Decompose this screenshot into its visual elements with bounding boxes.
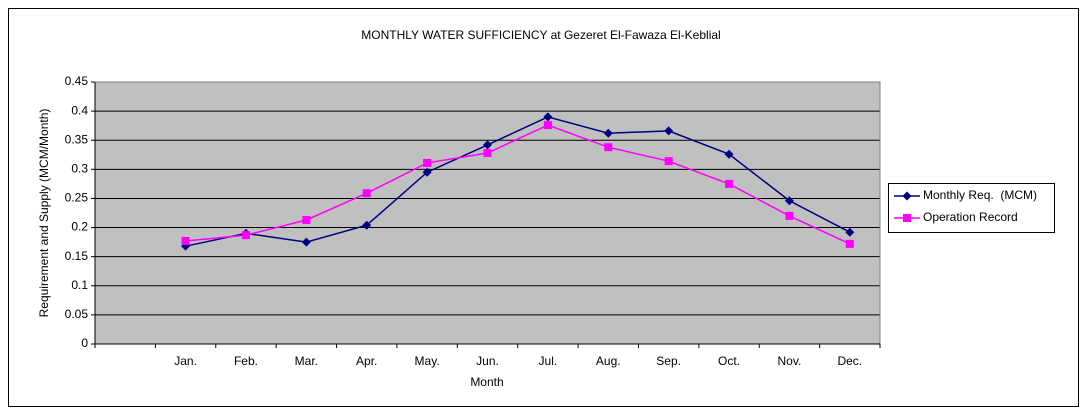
marker xyxy=(604,143,613,152)
y-tick-label: 0.45 xyxy=(65,74,89,88)
y-tick-label: 0.15 xyxy=(65,249,89,263)
marker xyxy=(664,157,673,166)
marker xyxy=(301,237,311,247)
x-tick-label: Nov. xyxy=(778,354,802,368)
marker xyxy=(725,179,734,188)
y-tick-label: 0.3 xyxy=(71,162,88,176)
x-tick-label: Dec. xyxy=(837,354,862,368)
y-tick-label: 0 xyxy=(81,336,88,350)
x-tick-label: Sep. xyxy=(656,354,681,368)
x-tick-label: Jun. xyxy=(476,354,499,368)
y-tick-label: 0.25 xyxy=(65,191,89,205)
marker xyxy=(845,227,855,237)
series-line xyxy=(185,116,851,247)
x-tick-label: Apr. xyxy=(356,354,377,368)
marker xyxy=(483,149,492,158)
y-tick-label: 0.2 xyxy=(71,220,88,234)
legend-label: Operation Record xyxy=(923,210,1018,224)
x-tick-label: Aug. xyxy=(596,354,621,368)
marker xyxy=(241,231,250,240)
legend-box xyxy=(888,183,1055,233)
x-tick-label: Jul. xyxy=(539,354,558,368)
x-tick-label: Feb. xyxy=(234,354,258,368)
marker xyxy=(362,220,372,230)
marker xyxy=(362,189,371,198)
marker xyxy=(724,149,734,159)
y-tick-label: 0.05 xyxy=(65,307,89,321)
y-tick-label: 0.35 xyxy=(65,132,89,146)
series-line xyxy=(185,124,851,245)
marker xyxy=(543,112,553,122)
marker xyxy=(543,121,552,130)
marker xyxy=(664,126,674,136)
x-tick-label: Jan. xyxy=(174,354,197,368)
marker xyxy=(423,158,432,167)
x-tick-label: Mar. xyxy=(295,354,318,368)
y-tick-label: 0.1 xyxy=(71,278,88,292)
marker xyxy=(784,196,794,206)
x-tick-label: May. xyxy=(415,354,440,368)
marker xyxy=(181,236,190,245)
marker xyxy=(302,215,311,224)
legend-label: Monthly Req. (MCM) xyxy=(923,188,1037,202)
marker xyxy=(903,214,911,222)
marker xyxy=(902,191,912,201)
x-axis-label: Month xyxy=(470,375,503,389)
marker xyxy=(422,167,432,177)
y-tick-label: 0.4 xyxy=(71,103,88,117)
marker xyxy=(785,211,794,220)
chart-title: MONTHLY WATER SUFFICIENCY at Gezeret El-… xyxy=(361,28,720,42)
x-tick-label: Oct. xyxy=(718,354,740,368)
y-axis-label: Requirement and Supply (MCM/Month) xyxy=(37,109,51,318)
marker xyxy=(603,128,613,138)
marker xyxy=(845,239,854,248)
marker xyxy=(483,140,492,150)
plot-area xyxy=(95,82,880,344)
